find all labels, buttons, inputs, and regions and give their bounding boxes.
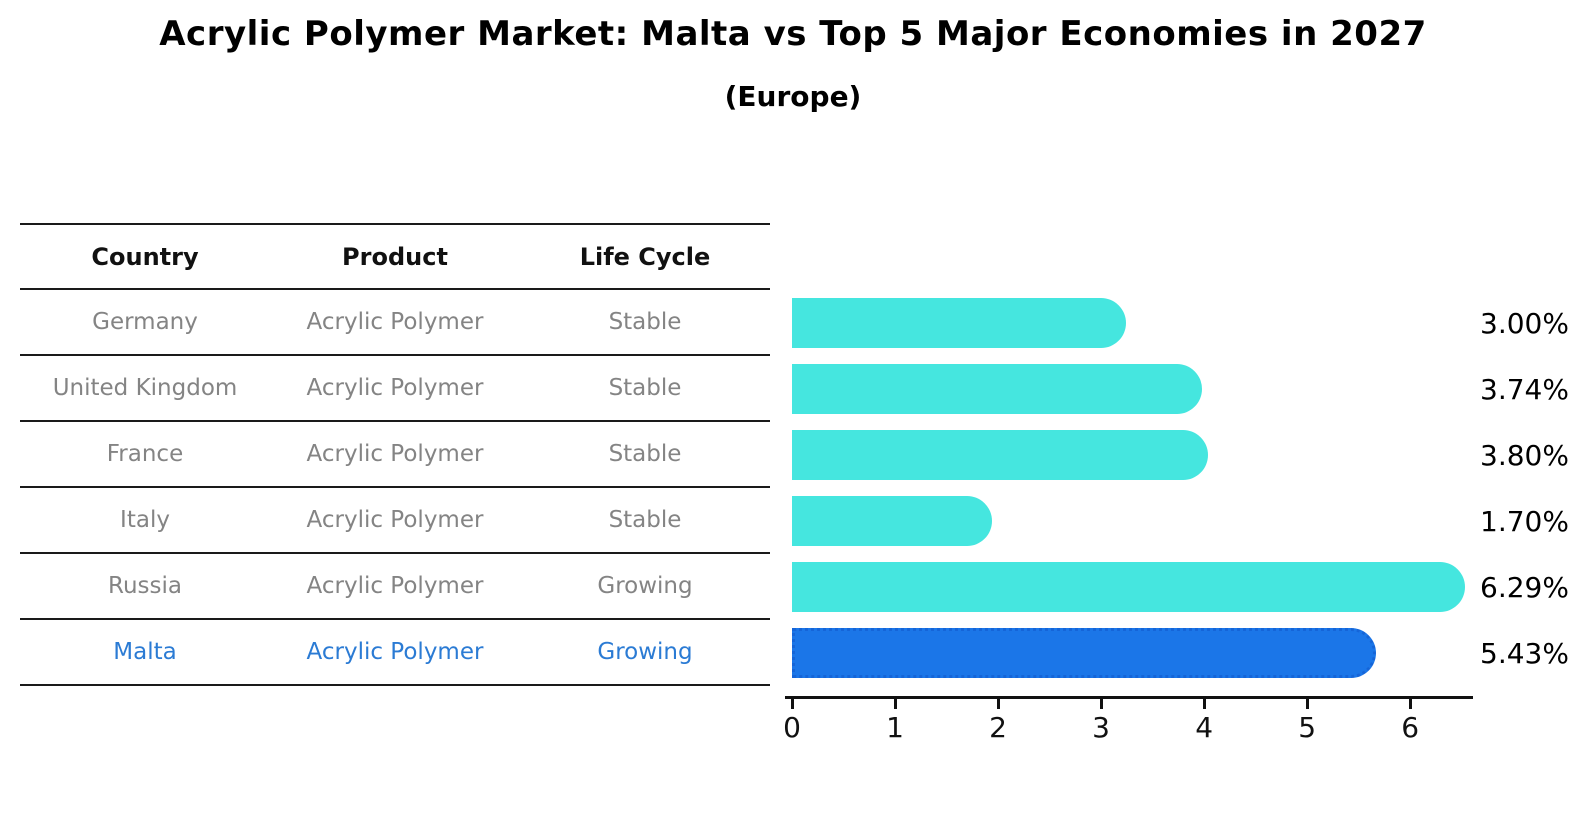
tick-mark <box>1203 699 1207 709</box>
value-label-row: 3.00% <box>1480 290 1586 356</box>
tick-mark <box>1100 699 1104 709</box>
table-cell-life-cycle: Growing <box>597 573 693 599</box>
tick-mark <box>1409 699 1413 709</box>
table-row: Italy Acrylic Polymer Stable <box>20 488 770 554</box>
value-label-row: 3.74% <box>1480 356 1586 422</box>
value-label-row: 3.80% <box>1480 422 1586 488</box>
table-row: Malta Acrylic Polymer Growing <box>20 620 770 686</box>
table-body: Germany Acrylic Polymer Stable United Ki… <box>20 290 770 686</box>
table-row: Russia Acrylic Polymer Growing <box>20 554 770 620</box>
bar-plot-area <box>792 290 1472 686</box>
bar-row <box>792 554 1472 620</box>
x-axis-line <box>785 696 1473 699</box>
bar-row <box>792 488 1472 554</box>
table-cell-country: Malta <box>113 639 177 665</box>
tick-label: 0 <box>783 711 801 744</box>
bar <box>792 628 1376 678</box>
table-cell-life-cycle: Stable <box>608 309 682 335</box>
value-label: 3.74% <box>1480 372 1569 406</box>
value-label: 3.00% <box>1480 306 1569 340</box>
table-row: United Kingdom Acrylic Polymer Stable <box>20 356 770 422</box>
table-cell-product: Acrylic Polymer <box>306 309 484 335</box>
table-header-row: Country Product Life Cycle <box>20 223 770 290</box>
value-label-row: 6.29% <box>1480 554 1586 620</box>
bar-row <box>792 620 1472 686</box>
value-label-row: 1.70% <box>1480 488 1586 554</box>
table-cell-product: Acrylic Polymer <box>306 507 484 533</box>
table-cell-life-cycle: Stable <box>608 375 682 401</box>
table-row: Germany Acrylic Polymer Stable <box>20 290 770 356</box>
table-cell-country: Italy <box>120 507 170 533</box>
column-header-life-cycle: Life Cycle <box>579 242 711 271</box>
tick-label: 5 <box>1298 711 1317 744</box>
bar <box>792 298 1126 348</box>
tick-label: 6 <box>1401 711 1420 744</box>
column-header-country: Country <box>91 242 199 271</box>
x-axis-ticks: 0 1 2 3 4 5 6 <box>783 699 1472 749</box>
page-subtitle: (Europe) <box>724 80 862 113</box>
tick-mark <box>894 699 898 709</box>
column-header-product: Product <box>342 242 448 271</box>
bar <box>792 430 1208 480</box>
table-cell-country: France <box>106 441 184 467</box>
bar <box>792 496 992 546</box>
bar <box>792 562 1465 612</box>
value-label: 1.70% <box>1480 504 1569 538</box>
table-cell-life-cycle: Stable <box>608 441 682 467</box>
tick-label: 1 <box>886 711 904 744</box>
table-cell-product: Acrylic Polymer <box>306 441 484 467</box>
value-label: 5.43% <box>1480 636 1569 670</box>
table-cell-product: Acrylic Polymer <box>306 375 484 401</box>
tick-mark <box>997 699 1001 709</box>
bar-row <box>792 422 1472 488</box>
bar-row <box>792 290 1472 356</box>
table-cell-product: Acrylic Polymer <box>306 639 484 665</box>
bar-row <box>792 356 1472 422</box>
value-label: 3.80% <box>1480 438 1569 472</box>
tick-label: 2 <box>989 711 1007 744</box>
value-label-column: 3.00% 3.74% 3.80% 1.70% 6.29% 5.43% <box>1480 290 1586 686</box>
tick-label: 3 <box>1092 711 1110 744</box>
tick-mark <box>791 699 794 709</box>
bar <box>792 364 1202 414</box>
table-row: France Acrylic Polymer Stable <box>20 422 770 488</box>
page-title: Acrylic Polymer Market: Malta vs Top 5 M… <box>159 14 1427 54</box>
value-label-row: 5.43% <box>1480 620 1586 686</box>
table-cell-life-cycle: Growing <box>597 639 693 665</box>
table-cell-country: Russia <box>108 573 182 599</box>
table-cell-product: Acrylic Polymer <box>306 573 484 599</box>
table-cell-country: United Kingdom <box>52 375 238 401</box>
tick-mark <box>1306 699 1310 709</box>
table-cell-life-cycle: Stable <box>608 507 682 533</box>
tick-label: 4 <box>1195 711 1214 744</box>
value-label: 6.29% <box>1480 570 1569 604</box>
data-table: Country Product Life Cycle Germany Acryl… <box>20 223 770 686</box>
table-cell-country: Germany <box>92 309 198 335</box>
